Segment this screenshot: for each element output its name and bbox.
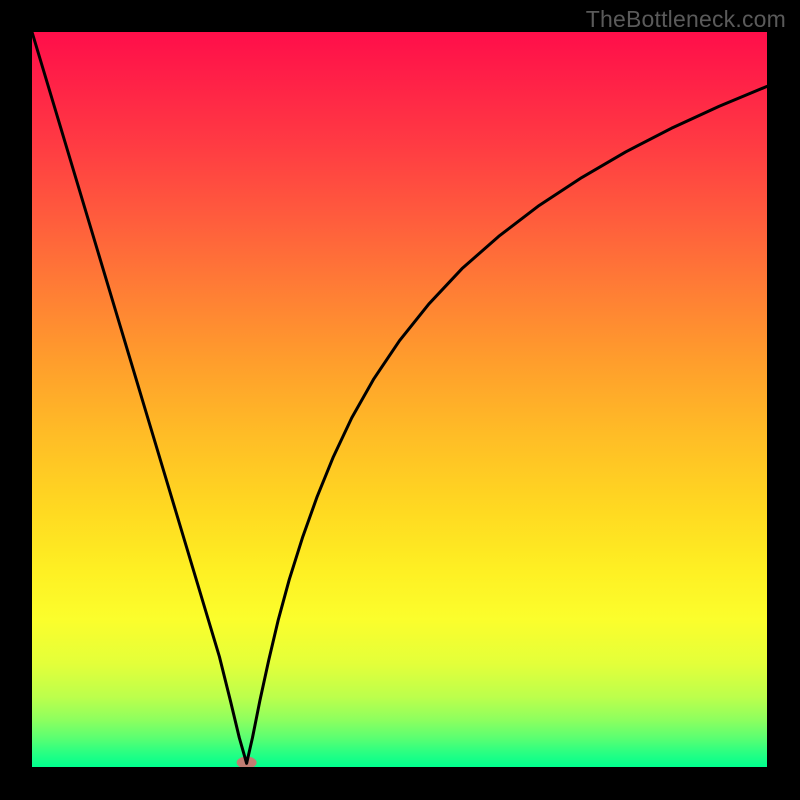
chart-canvas: TheBottleneck.com <box>0 0 800 800</box>
watermark-text: TheBottleneck.com <box>586 6 786 33</box>
bottleneck-chart-svg <box>0 0 800 800</box>
